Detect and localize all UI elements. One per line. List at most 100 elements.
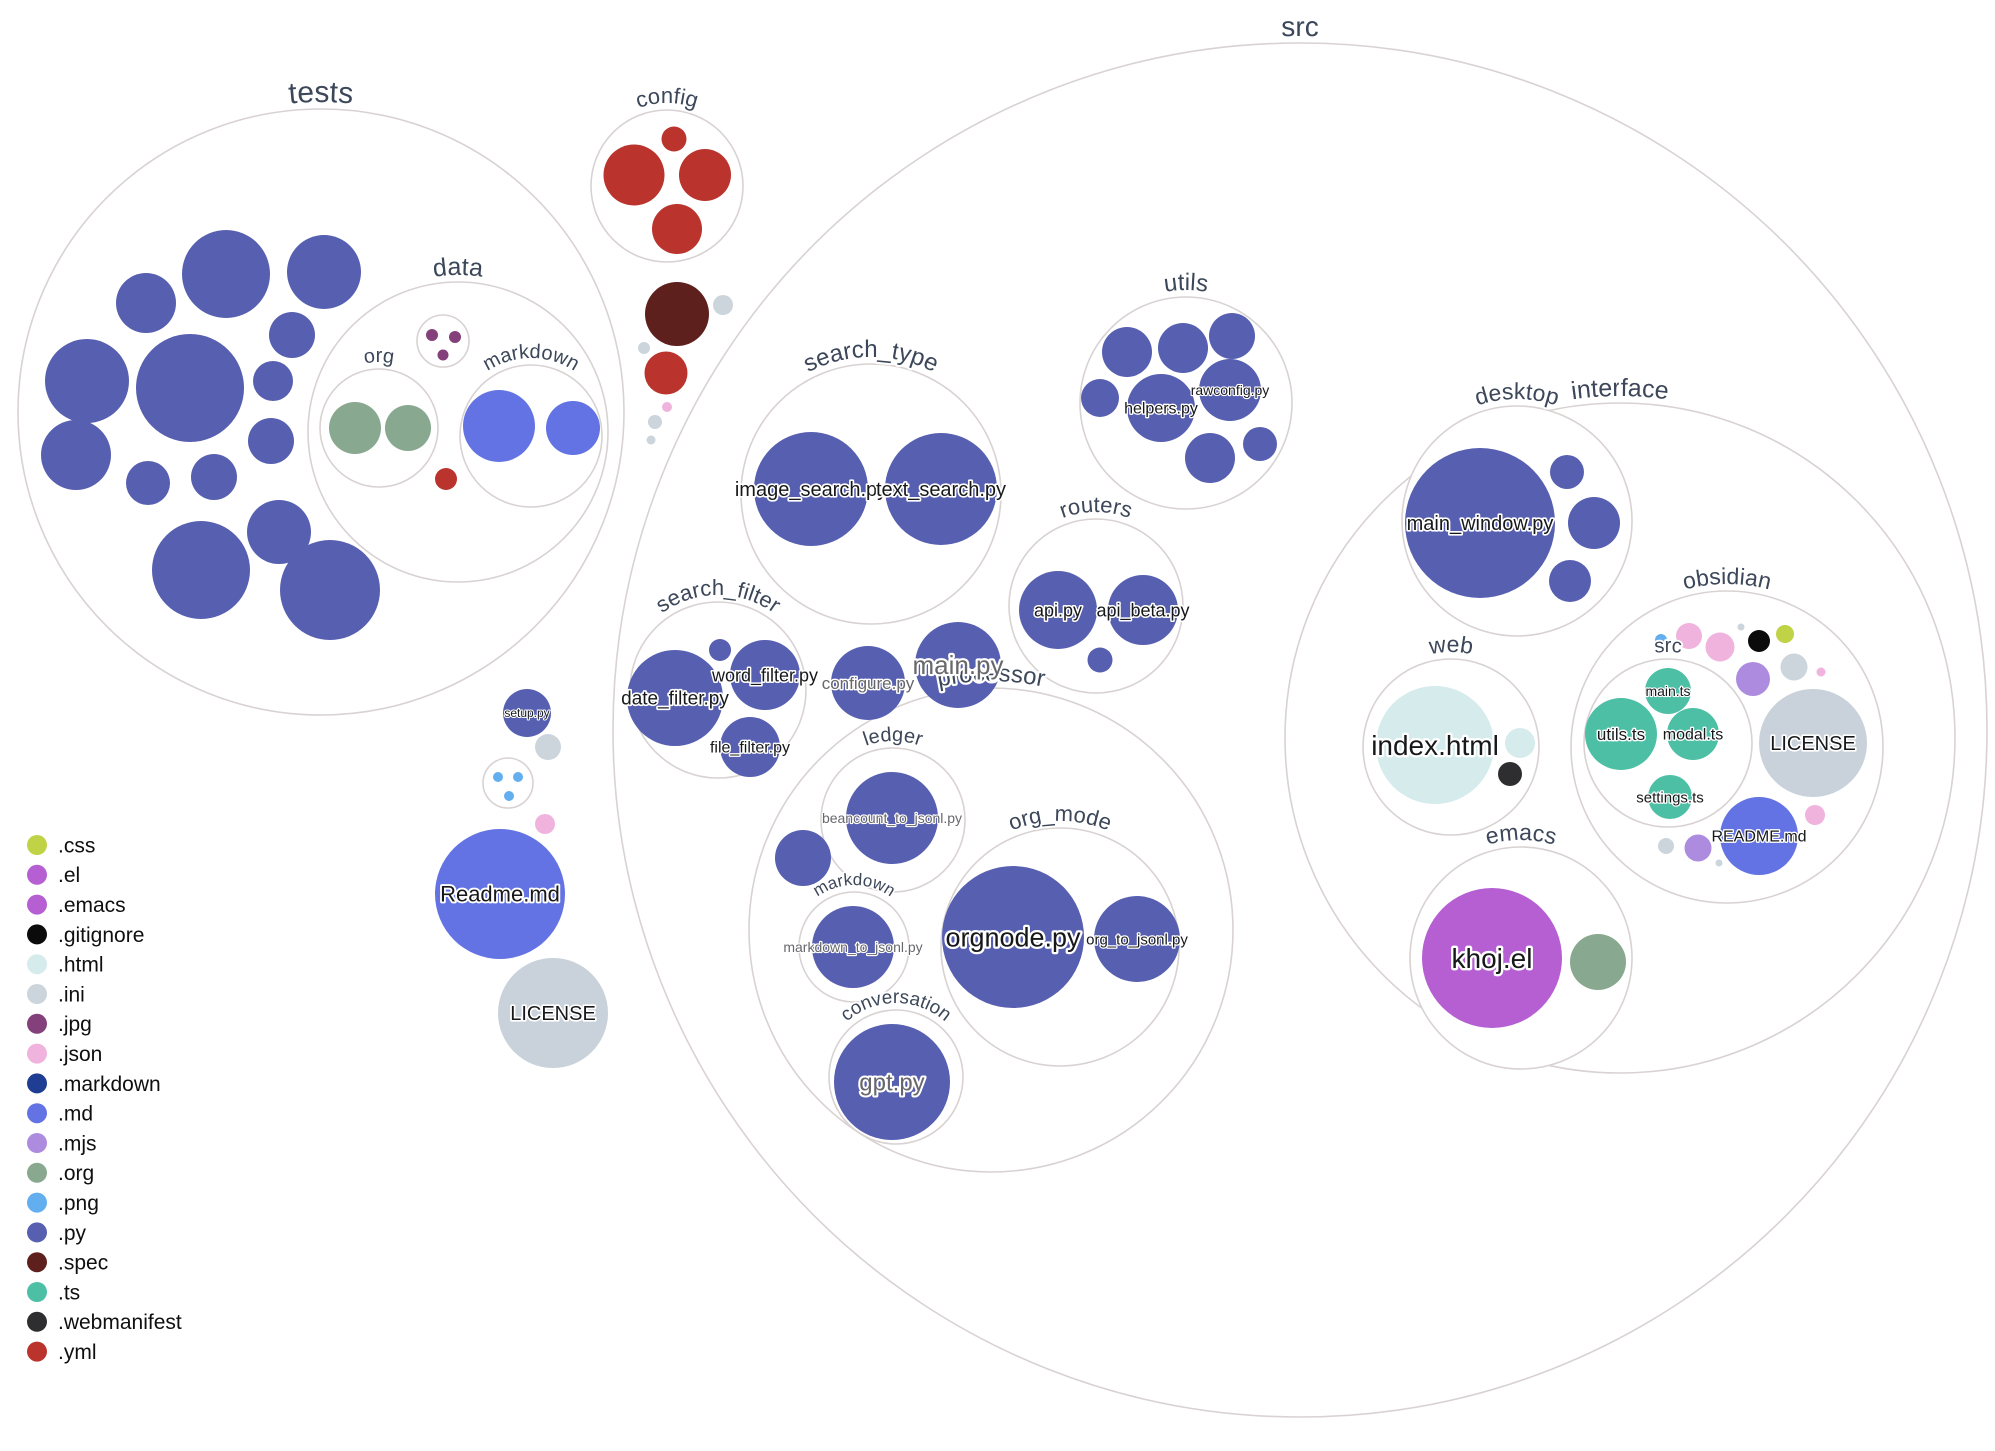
file-circle-file.gitignore[interactable] xyxy=(1748,630,1770,652)
file-circle-file.json[interactable] xyxy=(1805,805,1825,825)
file-circle-file.json[interactable] xyxy=(535,814,555,834)
file-circle-LICENSE[interactable] xyxy=(498,958,608,1068)
file-circle-file.ini[interactable] xyxy=(535,734,561,760)
file-circle-file.py[interactable] xyxy=(1550,455,1584,489)
file-circle-README.md[interactable] xyxy=(1720,797,1798,875)
file-circle-khoj.el[interactable] xyxy=(1422,888,1562,1028)
file-circle-file.py[interactable] xyxy=(41,420,111,490)
file-circle-file.py[interactable] xyxy=(116,273,176,333)
file-circle-main.py[interactable] xyxy=(915,622,1001,708)
file-circle-file.org[interactable] xyxy=(329,402,381,454)
file-circle-file.py[interactable] xyxy=(253,361,293,401)
file-circle-markdown_to_jsonl.py[interactable] xyxy=(812,906,894,988)
file-circle-file.jpg[interactable] xyxy=(437,349,449,361)
file-circle-file.png[interactable] xyxy=(1655,634,1667,646)
file-circle-index.html[interactable] xyxy=(1376,686,1494,804)
file-circle-file.yml[interactable] xyxy=(661,126,687,152)
file-circle-file.py[interactable] xyxy=(1549,560,1591,602)
file-circle-file.jpg[interactable] xyxy=(449,331,461,343)
file-circle-file.spec[interactable] xyxy=(645,282,709,346)
legend-label-.org: .org xyxy=(58,1162,94,1185)
file-circle-file.yml[interactable] xyxy=(435,468,457,490)
file-circle-file.png[interactable] xyxy=(493,772,503,782)
file-circle-main.ts[interactable] xyxy=(1645,668,1691,714)
file-circle-file.md[interactable] xyxy=(546,401,600,455)
file-circle-file.ini[interactable] xyxy=(713,295,733,315)
file-circle-file.py[interactable] xyxy=(287,235,361,309)
file-circle-orgnode.py[interactable] xyxy=(942,866,1084,1008)
legend-label-.png: .png xyxy=(58,1192,99,1215)
file-circle-file.yml[interactable] xyxy=(679,149,731,201)
file-circle-file.ini[interactable] xyxy=(1658,838,1674,854)
file-circle-word_filter.py[interactable] xyxy=(730,640,800,710)
file-circle-file.py[interactable] xyxy=(1102,327,1152,377)
file-circle-file.py[interactable] xyxy=(248,418,294,464)
file-circle-file.ini[interactable] xyxy=(648,415,662,429)
file-circle-settings.ts[interactable] xyxy=(1648,775,1692,819)
file-circle-file.py[interactable] xyxy=(126,461,170,505)
file-circle-file.py[interactable] xyxy=(1081,379,1119,417)
file-circle-file_filter.py[interactable] xyxy=(720,717,780,777)
file-circle-file.ini[interactable] xyxy=(1715,859,1723,867)
file-circle-file.jpg[interactable] xyxy=(426,329,438,341)
file-circle-file.py[interactable] xyxy=(1568,497,1620,549)
file-circle-file.json[interactable] xyxy=(662,402,672,412)
folder-circle-search_type[interactable] xyxy=(740,363,1002,625)
file-circle-file.webmanifest[interactable] xyxy=(1498,762,1522,786)
file-circle-file.md[interactable] xyxy=(463,390,535,462)
file-circle-file.py[interactable] xyxy=(136,334,244,442)
file-circle-file.yml[interactable] xyxy=(652,204,702,254)
file-circle-utils.ts[interactable] xyxy=(1585,698,1657,770)
file-circle-file.py[interactable] xyxy=(1185,433,1235,483)
file-circle-file.html[interactable] xyxy=(1505,728,1535,758)
folder-circle-unnamed[interactable] xyxy=(416,314,470,368)
file-circle-modal.ts[interactable] xyxy=(1667,708,1719,760)
file-circle-api_beta.py[interactable] xyxy=(1108,575,1178,645)
file-circle-text_search.py[interactable] xyxy=(885,433,997,545)
file-circle-file.yml[interactable] xyxy=(644,351,688,395)
file-circle-file.ini[interactable] xyxy=(646,435,656,445)
file-circle-file.mjs[interactable] xyxy=(1736,662,1770,696)
file-circle-file.ini[interactable] xyxy=(1737,623,1745,631)
file-circle-file.ini[interactable] xyxy=(638,342,650,354)
file-circle-file.py[interactable] xyxy=(1158,323,1208,373)
file-circle-org_to_jsonl.py[interactable] xyxy=(1094,896,1180,982)
file-circle-file.py[interactable] xyxy=(775,830,831,886)
file-circle-api.py[interactable] xyxy=(1019,571,1097,649)
file-circle-LICENSE[interactable] xyxy=(1759,689,1867,797)
file-circle-image_search.py[interactable] xyxy=(754,432,868,546)
file-circle-file.py[interactable] xyxy=(247,500,311,564)
folder-circle-unnamed[interactable] xyxy=(482,757,534,809)
file-circle-gpt.py[interactable] xyxy=(834,1024,950,1140)
file-circle-beancount_to_jsonl.py[interactable] xyxy=(846,772,938,864)
file-circle-file.py[interactable] xyxy=(182,230,270,318)
file-circle-file.css[interactable] xyxy=(1776,625,1794,643)
file-circle-file.org[interactable] xyxy=(1570,934,1626,990)
file-circle-main_window.py[interactable] xyxy=(1405,448,1555,598)
file-circle-rawconfig.py[interactable] xyxy=(1199,359,1261,421)
file-circle-file.json[interactable] xyxy=(1676,623,1702,649)
file-circle-Readme.md[interactable] xyxy=(435,829,565,959)
file-circle-file.yml[interactable] xyxy=(603,144,665,206)
file-circle-setup.py[interactable] xyxy=(503,689,551,737)
file-circle-file.py[interactable] xyxy=(1087,647,1113,673)
file-circle-file.py[interactable] xyxy=(152,521,250,619)
file-circle-file.py[interactable] xyxy=(280,540,380,640)
file-circle-file.py[interactable] xyxy=(45,339,129,423)
file-circle-date_filter.py[interactable] xyxy=(627,650,723,746)
file-circle-file.mjs[interactable] xyxy=(1684,834,1712,862)
file-circle-file.png[interactable] xyxy=(513,772,523,782)
file-circle-file.py[interactable] xyxy=(191,454,237,500)
file-circle-configure.py[interactable] xyxy=(831,646,905,720)
file-circle-file.py[interactable] xyxy=(1243,427,1277,461)
file-circle-file.png[interactable] xyxy=(504,791,514,801)
file-circle-file.org[interactable] xyxy=(385,405,431,451)
file-circle-file.py[interactable] xyxy=(269,312,315,358)
file-circle-file.ini[interactable] xyxy=(1780,653,1808,681)
file-circle-file.json[interactable] xyxy=(1705,632,1735,662)
file-circle-helpers.py[interactable] xyxy=(1127,374,1195,442)
legend-label-.py: .py xyxy=(58,1222,87,1245)
file-circle-file.json[interactable] xyxy=(1816,667,1826,677)
file-circle-file.py[interactable] xyxy=(709,639,731,661)
file-circle-file.py[interactable] xyxy=(1209,313,1255,359)
